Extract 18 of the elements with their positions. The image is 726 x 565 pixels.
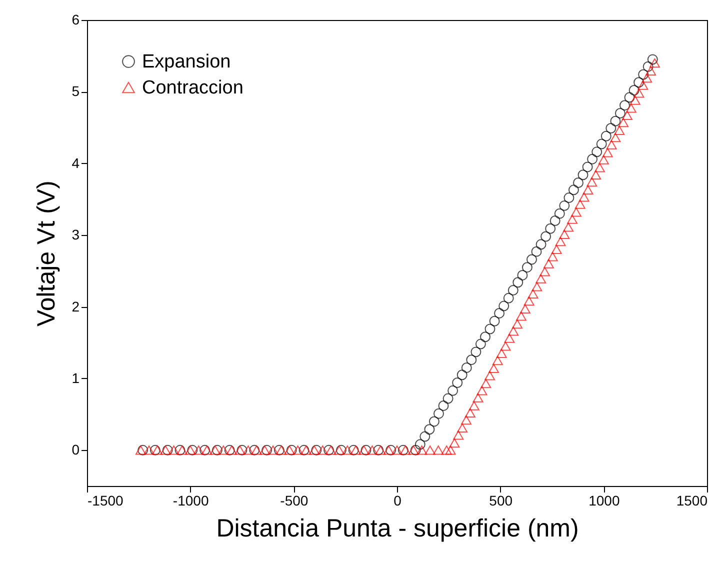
y-tick-label: 2 [72, 298, 80, 314]
x-tick-label: 1500 [676, 492, 708, 508]
legend-label: Contraccion [142, 78, 244, 98]
x-tick-label: -1500 [88, 492, 124, 508]
x-tick-label: 1000 [588, 492, 620, 508]
y-tick-label: 3 [72, 226, 80, 243]
x-tick-label: -1000 [172, 492, 209, 508]
legend-label: Expansion [142, 52, 231, 72]
y-axis-title: Voltaje Vt (V) [32, 180, 61, 326]
x-tick-label: -500 [280, 492, 308, 508]
y-tick-label: 5 [72, 83, 80, 100]
x-tick-label: 500 [489, 492, 513, 508]
y-tick-label: 1 [72, 370, 80, 386]
x-axis-title: Distancia Punta - superficie (nm) [216, 514, 579, 542]
y-tick-label: 4 [72, 154, 80, 171]
y-tick-label: 0 [72, 442, 80, 458]
x-tick-label: 0 [394, 492, 402, 508]
y-tick-label: 6 [72, 12, 80, 28]
